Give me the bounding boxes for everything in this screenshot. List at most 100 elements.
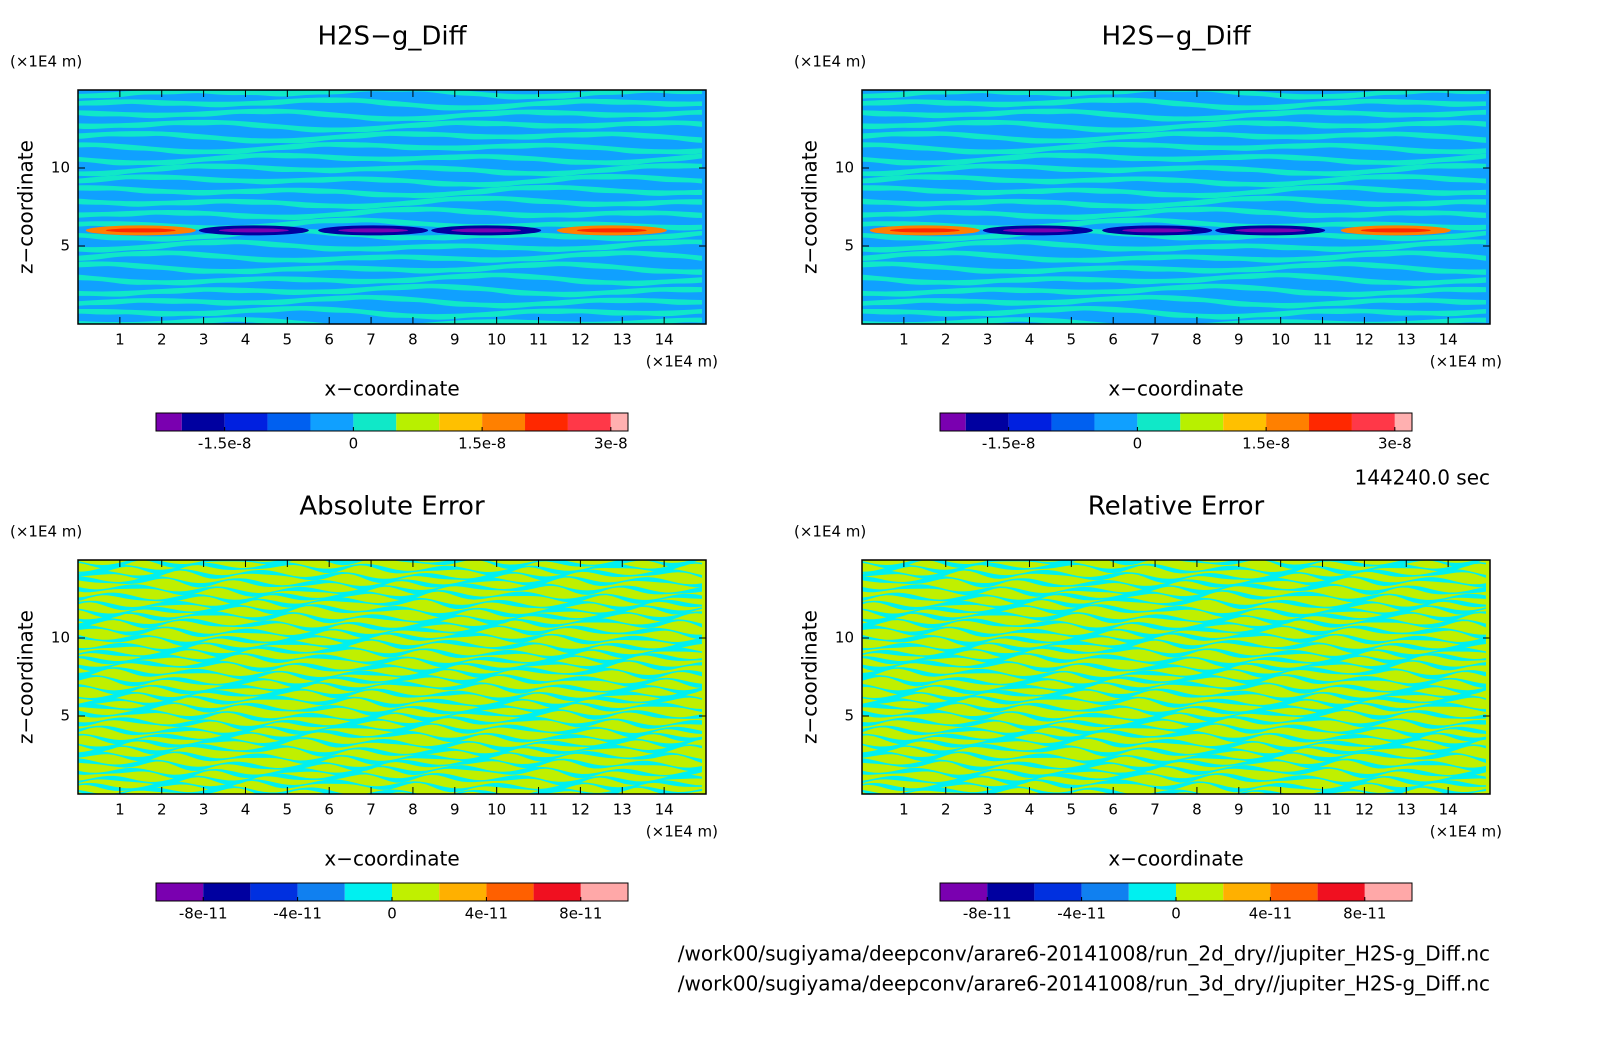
x-tick-label: 9	[450, 801, 460, 819]
x-tick-label: 3	[983, 801, 993, 819]
field-band	[78, 174, 702, 188]
x-tick-label: 5	[1067, 801, 1077, 819]
time-label: 144240.0 sec	[1354, 466, 1490, 490]
file-path: /work00/sugiyama/deepconv/arare6-2014100…	[678, 972, 1490, 996]
colorbar-tick-label: 0	[1171, 905, 1181, 923]
field-band	[78, 195, 702, 210]
field-band	[862, 779, 1486, 793]
colorbar-cell	[156, 413, 182, 431]
plot-frame	[77, 559, 707, 795]
colorbar-tick-label: 8e-11	[559, 905, 602, 923]
x-axis-label: x−coordinate	[324, 847, 459, 871]
x-tick-label: 13	[613, 331, 632, 349]
field-band	[862, 625, 1486, 640]
field-band	[78, 272, 702, 287]
field-band	[862, 744, 1486, 758]
x-axis-label: x−coordinate	[1108, 377, 1243, 401]
field	[862, 90, 1490, 324]
field-band	[862, 695, 1486, 709]
field-band	[78, 625, 702, 640]
y-axis-label: z−coordinate	[798, 140, 822, 274]
x-tick-label: 3	[983, 331, 993, 349]
colorbar-cell	[1364, 883, 1412, 901]
y-axis-label: z−coordinate	[14, 610, 38, 744]
field-band	[862, 590, 1486, 605]
field-band	[862, 730, 1486, 745]
colorbar-cell	[987, 883, 1035, 901]
field-band	[78, 786, 702, 794]
x-unit: (×1E4 m)	[1430, 823, 1502, 841]
colorbar-cell	[1051, 413, 1095, 431]
x-tick-label: 12	[571, 331, 590, 349]
colorbar-tick-label: -8e-11	[963, 905, 1012, 923]
field-blob	[1360, 228, 1431, 233]
field-band	[78, 765, 702, 779]
field-band	[78, 611, 702, 625]
plot-frame	[861, 89, 1491, 325]
y-tick-label: 5	[60, 707, 70, 725]
colorbar-cell	[1270, 883, 1318, 901]
field-band	[78, 653, 702, 668]
colorbar-cell	[1266, 413, 1310, 431]
colorbar-cell	[580, 883, 628, 901]
colorbar-tick-label: 1.5e-8	[458, 435, 506, 453]
file-path: /work00/sugiyama/deepconv/arare6-2014100…	[678, 942, 1490, 966]
x-tick-label: 11	[1313, 801, 1332, 819]
chart-title: H2S−g_Diff	[317, 22, 467, 52]
colorbar-tick-label: 3e-8	[594, 435, 628, 453]
colorbar-cell	[486, 883, 534, 901]
field-band	[862, 604, 1486, 618]
y-tick-label: 5	[844, 707, 854, 725]
y-tick-label: 10	[51, 629, 70, 647]
chart-title: H2S−g_Diff	[1101, 22, 1251, 52]
field-band	[78, 709, 702, 723]
y-axis-label: z−coordinate	[14, 140, 38, 274]
field-band	[78, 576, 702, 591]
colorbar-cell	[1176, 883, 1224, 901]
colorbar-cell	[203, 883, 251, 901]
colorbar-tick-label: -1.5e-8	[982, 435, 1035, 453]
field-band	[78, 250, 702, 263]
colorbar-cell	[1094, 413, 1138, 431]
field	[862, 560, 1490, 794]
field-band	[78, 184, 702, 199]
x-tick-label: 11	[1313, 331, 1332, 349]
colorbar-cell	[525, 413, 568, 431]
colorbar-tick-label: 1.5e-8	[1242, 435, 1290, 453]
field-band	[862, 583, 1486, 597]
field-blob	[218, 228, 289, 233]
x-tick-label: 4	[241, 331, 251, 349]
field-band	[78, 618, 702, 632]
x-axis-label: x−coordinate	[324, 377, 459, 401]
field-blob	[451, 228, 522, 233]
plot-frame	[861, 559, 1491, 795]
field-band	[862, 646, 1486, 660]
field-band	[78, 779, 702, 793]
field-band	[78, 294, 702, 309]
x-tick-label: 10	[487, 801, 506, 819]
x-tick-label: 1	[899, 331, 909, 349]
field-band	[862, 611, 1486, 625]
field-band	[862, 250, 1486, 263]
field-band	[862, 716, 1486, 731]
x-tick-label: 1	[899, 801, 909, 819]
colorbar-tick-label: -4e-11	[273, 905, 322, 923]
field-band	[78, 108, 702, 122]
field-band	[78, 317, 702, 324]
y-unit: (×1E4 m)	[794, 53, 866, 71]
x-tick-label: 2	[941, 331, 951, 349]
colorbar-cell	[310, 413, 354, 431]
field-band	[862, 306, 1486, 320]
field-band	[862, 737, 1486, 752]
field-band	[78, 90, 702, 100]
field-band	[78, 688, 702, 702]
colorbar-cell	[567, 413, 611, 431]
field-band	[862, 261, 1486, 275]
x-tick-label: 3	[199, 801, 209, 819]
field-band	[78, 632, 702, 647]
colorbar-cell	[940, 413, 966, 431]
x-tick-label: 2	[157, 801, 167, 819]
